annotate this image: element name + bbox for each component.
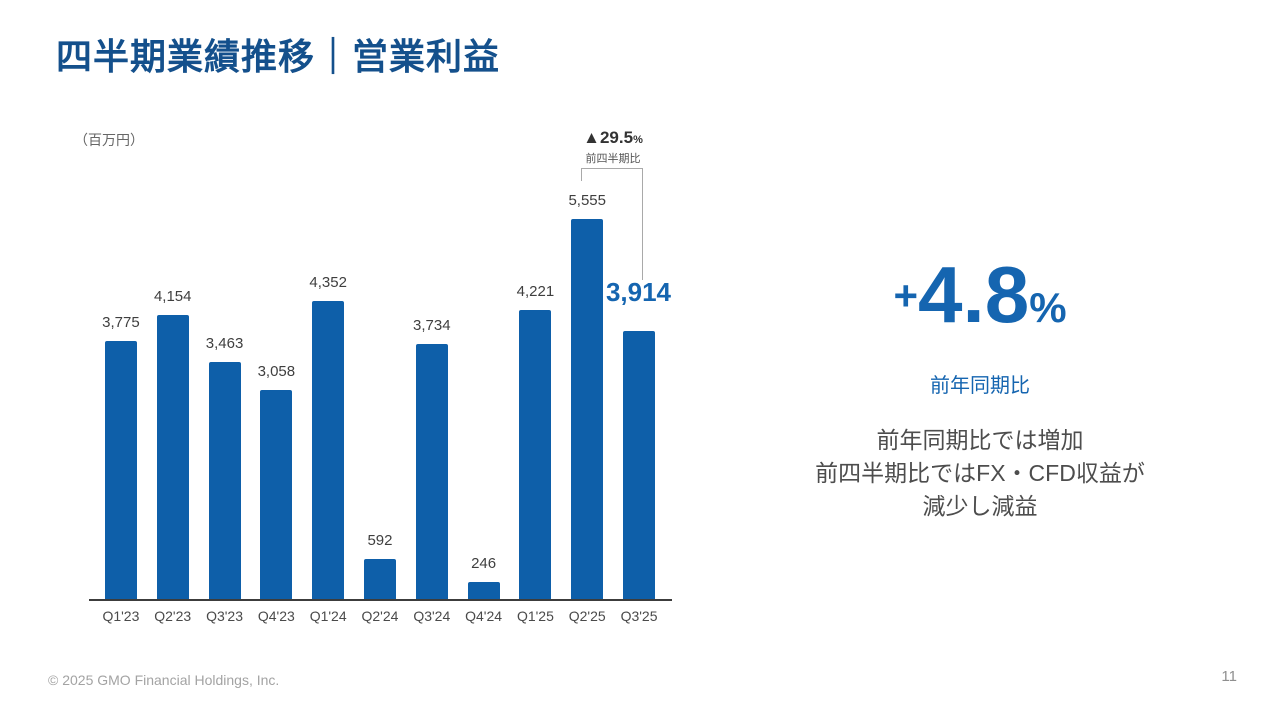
bar-value-label: 5,555 [568,192,606,209]
bar-value-label: 592 [367,532,393,549]
x-axis-labels: Q1'23 Q2'23 Q3'23 Q4'23 Q1'24 Q2'24 Q3'24 Q4'24… [89,601,672,624]
bar-value-label: 3,734 [413,317,451,334]
bar [312,301,345,599]
qoq-delta-number: ▲29.5 [583,128,634,147]
kpi-description-line: 前四半期比ではFX・CFD収益が [815,460,1145,486]
bar-value-label: 4,154 [153,288,192,305]
bar-group: 4,154 [147,120,199,599]
x-axis-label: Q3'23 [206,608,243,624]
bracket-horizontal-line [581,168,643,169]
x-axis-label: Q4'24 [465,608,503,624]
kpi-description-line: 前年同期比では増加 [876,427,1084,453]
bar-value-label: 4,221 [516,283,555,300]
bar-group [613,120,665,599]
kpi-percent-sign: % [1029,284,1067,331]
x-axis-label: Q1'25 [516,608,554,624]
bar-value-label: 3,058 [257,363,296,380]
kpi-plus-sign: + [893,272,918,319]
kpi-yoy-value: +4.8% [810,248,1150,365]
bar-group: 3,058 [250,120,302,599]
bar-value-label: 3,463 [205,335,244,352]
qoq-percent-sign: % [633,134,643,146]
x-axis-label: Q4'23 [257,608,295,624]
bar-group: 3,734 [406,120,458,599]
bar [208,362,241,599]
qoq-caption: 前四半期比 [585,153,641,165]
bar-group: 3,775 [95,120,147,599]
x-axis-label: Q2'23 [154,608,192,624]
bar-value-label: 246 [471,555,497,572]
bar-group: 4,352 [302,120,354,599]
x-axis-label: Q1'23 [102,608,140,624]
x-axis-label: Q2'25 [568,608,606,624]
bar-plot: 3,775 4,154 3,463 3,058 4,352 592 3,734 246 4,22… [89,120,672,599]
kpi-description-line: 減少し減益 [922,493,1038,519]
bar-value-label: 3,775 [102,314,140,331]
x-axis-label: Q2'24 [361,608,399,624]
bar [519,310,552,599]
chart-unit-label: （百万円） [74,132,144,148]
bar [623,331,656,599]
bar-group: 592 [354,120,406,599]
bracket-right-tick [642,168,643,280]
bar [363,559,396,599]
x-axis-line [89,599,672,601]
kpi-description: 前年同期比では増加 前四半期比ではFX・CFD収益が 減少し減益 [810,424,1150,523]
bar-group: 3,463 [199,120,251,599]
x-axis-label: Q1'24 [309,608,347,624]
bar [104,341,137,599]
x-axis-label: Q3'24 [413,608,451,624]
page-number: 11 [1221,668,1237,685]
bar [260,390,293,599]
x-axis-label: Q3'25 [620,608,658,624]
kpi-number: 4.8 [917,250,1030,339]
kpi-caption: 前年同期比 [930,375,1030,397]
kpi-panel: +4.8% 前年同期比 前年同期比では増加 前四半期比ではFX・CFD収益が 減… [810,248,1150,523]
qoq-annotation: ▲29.5% 前四半期比 [543,128,683,166]
bar [467,582,500,599]
footer-copyright: © 2025 GMO Financial Holdings, Inc. [48,672,280,688]
bar-group: 4,221 [510,120,562,599]
page-title: 四半期業績推移｜営業利益 [56,36,501,77]
bar-value-label: 4,352 [309,274,347,291]
highlight-value-label: 3,914 [605,277,672,307]
bar-group: 246 [458,120,510,599]
qoq-delta-value: ▲29.5% [543,128,683,148]
bar [571,219,604,599]
bar-group: 5,555 [561,120,613,599]
bracket-left-tick [581,168,582,181]
bar-chart: 3,775 4,154 3,463 3,058 4,352 592 3,734 246 4,22… [89,120,672,624]
bar [156,315,189,599]
bar [415,344,448,599]
